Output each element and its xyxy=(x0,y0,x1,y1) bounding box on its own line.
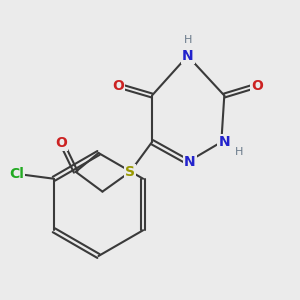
Text: O: O xyxy=(55,136,67,150)
Text: N: N xyxy=(182,49,194,63)
Text: H: H xyxy=(235,147,243,157)
Text: O: O xyxy=(251,79,263,93)
Text: O: O xyxy=(112,79,124,93)
Text: S: S xyxy=(125,165,135,179)
Text: N: N xyxy=(184,155,195,169)
Text: Cl: Cl xyxy=(9,167,24,181)
Text: N: N xyxy=(218,135,230,149)
Text: H: H xyxy=(184,35,192,45)
